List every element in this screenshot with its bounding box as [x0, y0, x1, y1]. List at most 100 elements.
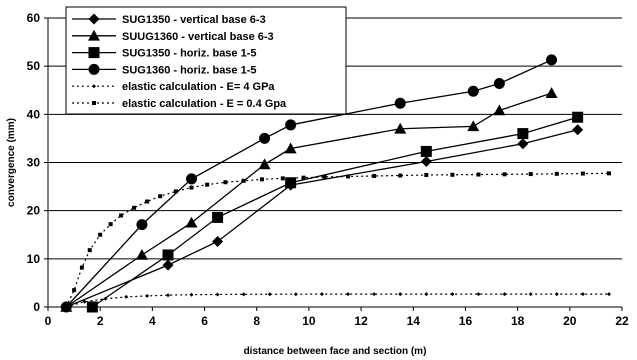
y-tick-label: 50: [27, 59, 41, 73]
data-point: [135, 248, 148, 260]
series-4: [60, 54, 558, 313]
y-tick-label: 10: [27, 252, 41, 266]
y-tick-label: 30: [27, 156, 41, 170]
legend-marker: [92, 84, 96, 89]
data-point: [108, 222, 113, 227]
x-tick-label: 18: [511, 314, 525, 328]
data-point: [572, 111, 584, 123]
data-point: [185, 216, 198, 228]
data-point: [162, 249, 174, 261]
x-tick-label: 8: [253, 314, 260, 328]
x-axis-title: distance between face and section (m): [244, 346, 427, 357]
x-tick-label: 12: [354, 314, 368, 328]
data-point: [420, 156, 432, 168]
data-point: [87, 248, 92, 253]
data-point: [502, 292, 507, 297]
x-tick-label: 0: [45, 314, 52, 328]
x-tick-label: 2: [97, 314, 104, 328]
data-point: [467, 85, 479, 97]
data-point: [424, 173, 429, 178]
series-line: [91, 116, 578, 308]
data-point: [476, 292, 481, 297]
data-point: [293, 292, 298, 297]
data-point: [528, 172, 533, 177]
data-point: [346, 174, 351, 179]
data-point: [606, 171, 611, 176]
data-point: [554, 292, 559, 297]
data-point: [285, 119, 297, 131]
data-point: [606, 292, 611, 297]
data-point: [502, 172, 507, 177]
data-point: [450, 292, 455, 297]
data-point: [476, 172, 481, 177]
data-point: [493, 104, 506, 116]
data-point: [322, 174, 327, 179]
data-point: [241, 292, 246, 297]
series-3: [86, 111, 584, 313]
data-point: [580, 171, 585, 176]
data-point: [285, 177, 297, 189]
series-1: [60, 124, 584, 313]
axes: [44, 17, 623, 311]
data-point: [394, 122, 407, 134]
data-point: [212, 235, 224, 247]
legend-marker: [88, 13, 100, 25]
data-point: [132, 205, 137, 210]
data-point: [528, 292, 533, 297]
data-point: [424, 292, 429, 297]
y-tick-label: 60: [27, 11, 41, 25]
y-tick-label: 0: [33, 300, 40, 314]
data-point: [517, 128, 529, 140]
data-point: [145, 199, 150, 204]
legend-entry: SUG1350 - horiz. base 1-5: [72, 47, 257, 60]
legend-entry: elastic calculation - E= 4 GPa: [72, 81, 275, 93]
data-point: [86, 301, 98, 313]
data-point: [267, 292, 272, 297]
x-tick-label: 4: [149, 314, 156, 328]
legend-entry: SUG1350 - vertical base 6-3: [72, 13, 266, 26]
data-point: [546, 54, 558, 66]
data-point: [223, 180, 228, 185]
data-point: [398, 173, 403, 178]
data-point: [119, 213, 124, 218]
data-point: [394, 97, 406, 109]
data-point: [162, 259, 174, 271]
x-tick-label: 14: [407, 314, 421, 328]
series-5: [64, 292, 611, 309]
x-tick-label: 22: [615, 314, 629, 328]
legend-label: SUG1360 - horiz. base 1-5: [122, 64, 257, 76]
legend-entry: SUG1360 - horiz. base 1-5: [72, 63, 257, 76]
data-point: [189, 185, 194, 190]
data-point: [467, 120, 480, 132]
data-point: [212, 211, 224, 223]
data-point: [136, 219, 148, 231]
data-point: [280, 176, 285, 181]
data-point: [158, 194, 163, 199]
data-point: [241, 178, 246, 183]
tick-labels: 0 10 20 30 40 50 60 0 2 4 6 8 10 12 14 16 18 20 22: [27, 11, 629, 328]
data-point: [189, 292, 194, 297]
data-point: [554, 171, 559, 176]
legend-marker: [88, 29, 100, 41]
x-tick-label: 10: [302, 314, 316, 328]
series-6: [64, 171, 611, 309]
legend-marker: [92, 101, 96, 105]
data-point: [420, 145, 432, 157]
series-group: [60, 54, 611, 313]
data-point: [372, 173, 377, 178]
data-point: [346, 292, 351, 297]
data-point: [103, 296, 108, 301]
x-tick-label: 6: [201, 314, 208, 328]
data-point: [215, 292, 220, 297]
data-point: [82, 299, 87, 304]
data-point: [259, 132, 271, 144]
data-point: [166, 293, 171, 298]
data-point: [64, 305, 69, 309]
data-point: [284, 142, 297, 154]
legend-marker: [88, 47, 100, 59]
legend-label: SUUG1360 - vertical base 6-3: [122, 31, 274, 43]
data-point: [258, 158, 271, 170]
series-line: [65, 172, 609, 308]
data-point: [580, 292, 585, 297]
y-axis-title: convergence (mm): [6, 118, 17, 207]
